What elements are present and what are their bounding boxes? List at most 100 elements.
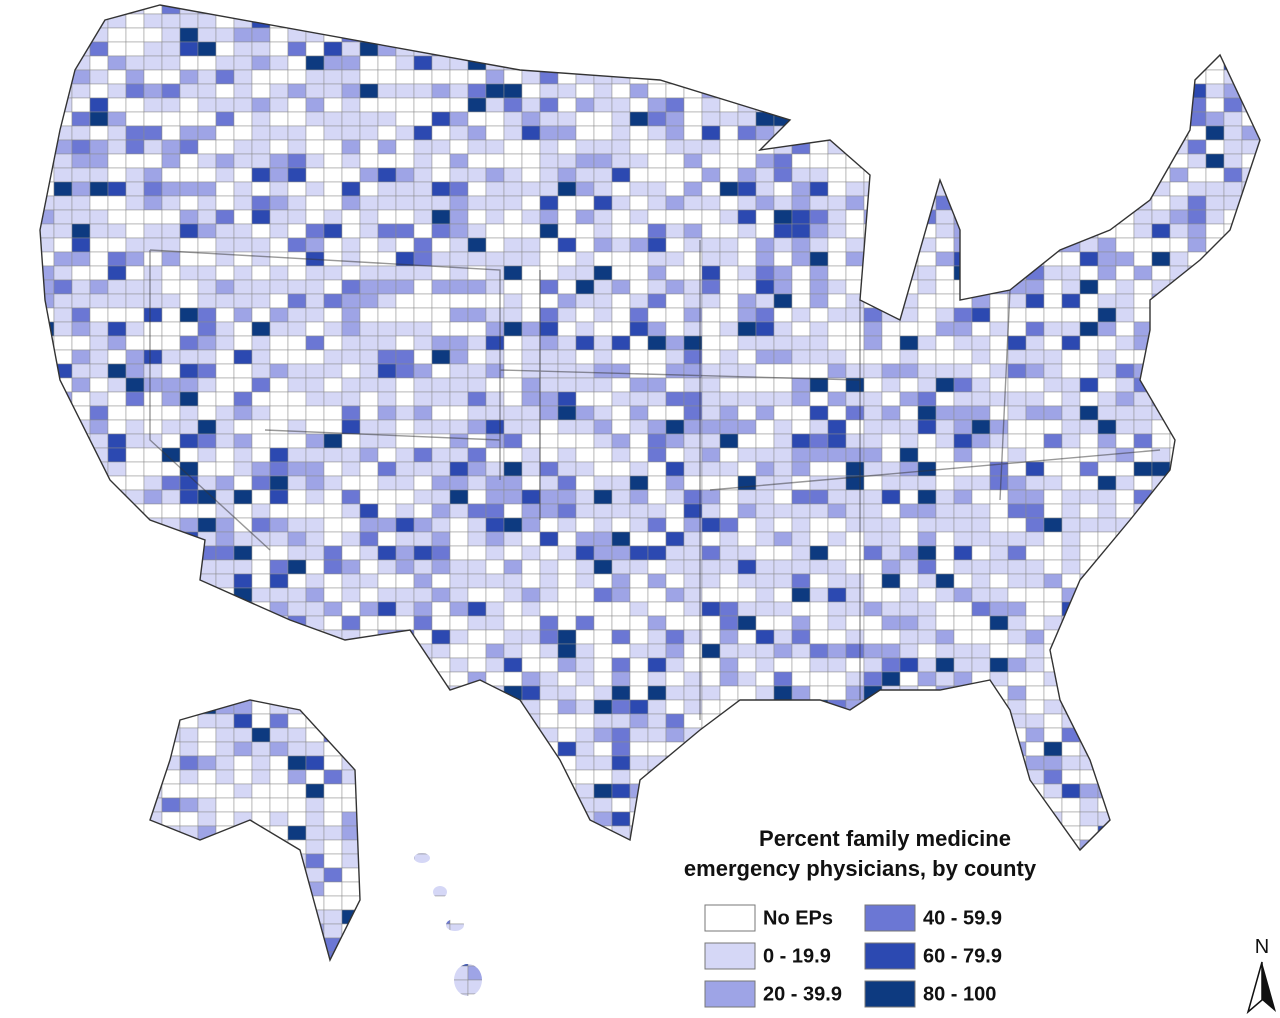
county (197, 237, 217, 253)
county (1025, 419, 1045, 435)
county (485, 503, 505, 519)
county (40, 797, 55, 813)
county (881, 531, 901, 547)
county (971, 447, 991, 463)
county (1025, 97, 1045, 113)
county (611, 615, 631, 631)
county (1061, 195, 1081, 211)
county (1097, 839, 1117, 855)
county (125, 237, 145, 253)
county (935, 97, 955, 113)
county (287, 601, 307, 617)
county (989, 447, 1009, 463)
county (143, 615, 163, 631)
county (989, 811, 1009, 827)
county (1133, 979, 1153, 995)
county (323, 979, 343, 995)
county (431, 853, 451, 869)
county (989, 41, 1009, 57)
county (413, 517, 433, 533)
county (521, 909, 541, 925)
county (1115, 629, 1135, 645)
county (935, 83, 955, 99)
county (233, 951, 253, 967)
county (40, 503, 55, 519)
county (1025, 839, 1045, 855)
county (935, 797, 955, 813)
county (251, 223, 271, 239)
county (971, 475, 991, 491)
county (107, 111, 127, 127)
county (1259, 335, 1260, 351)
county (89, 475, 109, 491)
county (1187, 573, 1207, 589)
county (1187, 685, 1207, 701)
county (269, 797, 289, 813)
county (1133, 685, 1153, 701)
county (305, 727, 325, 743)
county (557, 797, 577, 813)
county (1151, 97, 1171, 113)
county (1259, 83, 1260, 99)
county (629, 237, 649, 253)
county (593, 139, 613, 155)
county (809, 363, 829, 379)
county (359, 363, 379, 379)
county (71, 237, 91, 253)
county (1205, 783, 1225, 799)
county (1187, 727, 1207, 743)
county (863, 349, 883, 365)
county (1079, 419, 1099, 435)
county (1133, 237, 1153, 253)
county (1205, 461, 1225, 477)
county (611, 489, 631, 505)
county (971, 433, 991, 449)
county (89, 769, 109, 785)
county (71, 797, 91, 813)
county (557, 825, 577, 841)
county (1169, 209, 1189, 225)
county (485, 909, 505, 925)
county (1169, 895, 1189, 911)
county (1115, 83, 1135, 99)
county (521, 839, 541, 855)
county (1133, 769, 1153, 785)
county (1205, 867, 1225, 883)
county (485, 405, 505, 421)
county (719, 223, 739, 239)
county (413, 881, 433, 897)
county (989, 727, 1009, 743)
county (359, 993, 379, 996)
county (197, 111, 217, 127)
county (1025, 979, 1045, 995)
county (647, 335, 667, 351)
county (179, 769, 199, 785)
county (485, 853, 505, 869)
county (1223, 5, 1243, 15)
county (701, 657, 721, 673)
county (1025, 615, 1045, 631)
county (557, 5, 577, 15)
county (107, 41, 127, 57)
county (953, 363, 973, 379)
county (143, 83, 163, 99)
county (179, 587, 199, 603)
county (1223, 405, 1243, 421)
county (1151, 895, 1171, 911)
county (611, 55, 631, 71)
county (359, 167, 379, 183)
county (269, 349, 289, 365)
county (899, 69, 919, 85)
county (1205, 937, 1225, 953)
county (197, 97, 217, 113)
county (1043, 13, 1063, 29)
county (557, 209, 577, 225)
county (1241, 867, 1260, 883)
county (1169, 293, 1189, 309)
county (125, 531, 145, 547)
county (1205, 321, 1225, 337)
county (71, 377, 91, 393)
county (287, 5, 307, 15)
county (593, 797, 613, 813)
county (629, 629, 649, 645)
